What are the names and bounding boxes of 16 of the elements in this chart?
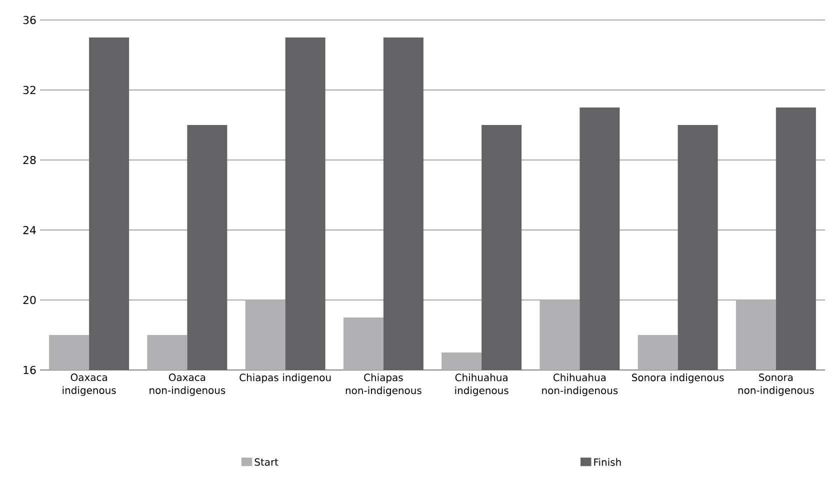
legend-label: Finish xyxy=(594,458,621,466)
y-tick-label: 20 xyxy=(23,296,36,304)
x-tick-label: Chiapas indigenou xyxy=(240,374,331,384)
x-tick-label: Oaxaca non-indigenous xyxy=(150,374,226,396)
x-tick-label: Chihuahua non-indigenous xyxy=(542,374,618,396)
x-tick-label: Sonora non-indigenous xyxy=(738,374,814,396)
x-tick-label: Chihuahua indigenous xyxy=(455,374,508,396)
x-tick-label: Sonora indigenous xyxy=(632,374,724,384)
y-tick-label: 32 xyxy=(23,86,36,94)
y-tick-label: 36 xyxy=(23,16,36,24)
y-tick-label: 16 xyxy=(24,366,36,374)
y-tick-label: 28 xyxy=(23,156,36,164)
x-tick-label: Oaxaca indigenous xyxy=(62,374,116,396)
x-tick-label: Chiapas non-indigenous xyxy=(346,374,422,396)
y-tick-label: 24 xyxy=(23,226,36,234)
legend-label: Start xyxy=(254,458,278,466)
